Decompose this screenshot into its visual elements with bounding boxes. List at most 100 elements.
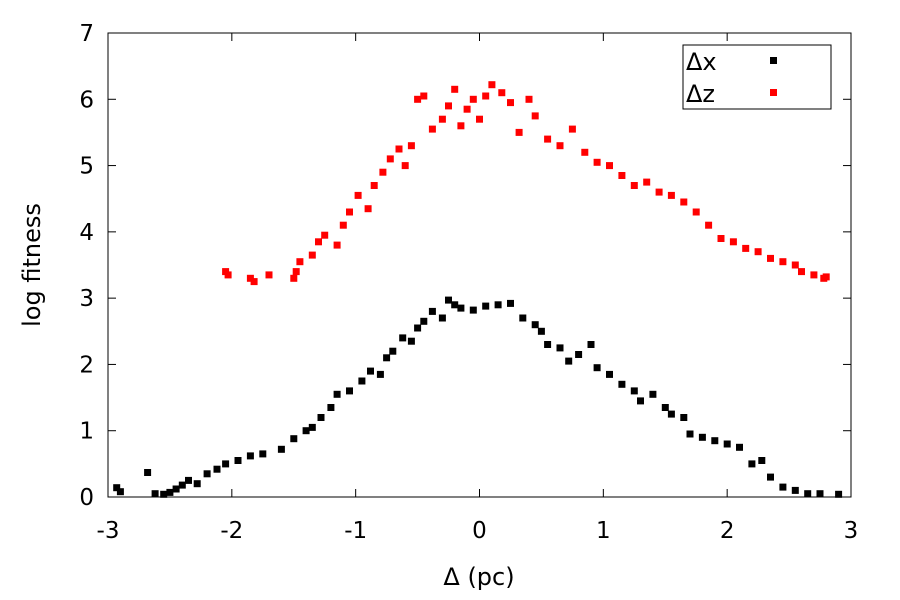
x-tick-label: -2 — [220, 518, 243, 544]
data-point — [193, 480, 201, 488]
data-point — [376, 370, 384, 378]
data-point — [494, 301, 502, 309]
data-point — [816, 490, 824, 498]
data-point — [246, 452, 254, 460]
data-point — [445, 102, 452, 110]
data-point — [308, 251, 316, 259]
data-point — [367, 367, 374, 375]
y-axis-label: log fitness — [18, 203, 46, 327]
data-point — [507, 99, 514, 107]
data-point — [804, 490, 812, 498]
y-tick-label: 4 — [79, 220, 94, 246]
data-point — [476, 115, 483, 123]
data-point — [531, 321, 539, 329]
data-point — [779, 483, 787, 491]
data-point — [723, 440, 731, 448]
data-point — [711, 437, 719, 445]
x-tick-label: 2 — [720, 518, 735, 544]
data-point — [333, 390, 341, 398]
data-point — [438, 115, 446, 123]
data-point — [354, 191, 362, 199]
data-point — [661, 404, 669, 411]
data-point — [250, 278, 258, 286]
data-point — [544, 341, 552, 348]
data-point — [364, 205, 372, 213]
data-point — [420, 92, 428, 100]
data-point — [407, 142, 415, 150]
x-tick-label: -1 — [344, 518, 367, 544]
data-point — [414, 324, 422, 332]
data-point — [222, 460, 230, 468]
data-point — [791, 261, 799, 269]
x-axis-label: Δ (pc) — [443, 563, 514, 591]
data-point — [265, 271, 273, 279]
tick-labels: -3 -2 -1 0 1 2 3 0 1 2 3 4 5 6 7 — [79, 21, 858, 544]
data-point — [395, 145, 403, 153]
series-dx — [113, 296, 843, 498]
data-point — [346, 387, 353, 395]
x-tick-label: 0 — [472, 518, 487, 544]
data-point — [234, 457, 242, 464]
data-point — [383, 354, 391, 362]
data-point — [544, 135, 552, 143]
data-point — [630, 182, 638, 189]
data-point — [451, 85, 459, 93]
data-point — [203, 470, 211, 478]
data-point — [525, 95, 533, 103]
y-tick-label: 7 — [79, 21, 94, 47]
data-point — [457, 304, 465, 312]
data-point — [327, 404, 335, 411]
data-point — [698, 433, 706, 441]
data-point — [213, 465, 221, 473]
y-tick-label: 5 — [79, 154, 94, 180]
data-point — [399, 334, 407, 342]
legend: Δx Δz — [682, 44, 832, 110]
data-point — [172, 485, 180, 493]
data-point — [482, 302, 490, 310]
y-tick-label: 0 — [79, 485, 94, 511]
x-tick-label: 1 — [596, 518, 611, 544]
data-point — [151, 490, 159, 498]
data-point — [606, 370, 613, 378]
data-point — [296, 258, 304, 266]
data-point — [185, 476, 192, 484]
data-point — [705, 221, 713, 229]
data-point — [420, 317, 428, 325]
data-point — [835, 490, 843, 498]
y-tick-label: 6 — [79, 87, 94, 113]
data-point — [178, 481, 186, 489]
data-point — [321, 231, 329, 239]
y-tick-label: 3 — [79, 286, 94, 312]
data-point — [680, 414, 688, 421]
data-point — [556, 344, 564, 352]
data-point — [575, 351, 583, 358]
data-point — [379, 168, 387, 176]
data-point — [498, 89, 506, 97]
data-point — [414, 95, 422, 103]
legend-label-dz: Δz — [686, 80, 715, 108]
data-point — [438, 314, 446, 322]
data-point — [339, 221, 347, 229]
axis-ticks — [107, 32, 852, 498]
data-point — [822, 273, 830, 281]
data-point — [667, 410, 675, 418]
legend-marker-dx — [770, 57, 777, 64]
data-point — [113, 484, 121, 492]
data-point — [389, 347, 397, 355]
data-point — [333, 241, 341, 249]
data-point — [618, 172, 626, 179]
data-point — [798, 268, 805, 276]
data-point — [791, 486, 799, 494]
data-point — [637, 397, 644, 405]
data-point — [686, 430, 694, 438]
data-point — [556, 142, 564, 150]
data-point — [246, 274, 254, 282]
data-point — [754, 248, 762, 256]
series-dz — [222, 81, 830, 286]
data-point — [742, 244, 750, 252]
data-point — [568, 125, 576, 133]
legend-label-dx: Δx — [686, 48, 717, 76]
data-point — [160, 490, 168, 498]
data-point — [370, 182, 378, 189]
